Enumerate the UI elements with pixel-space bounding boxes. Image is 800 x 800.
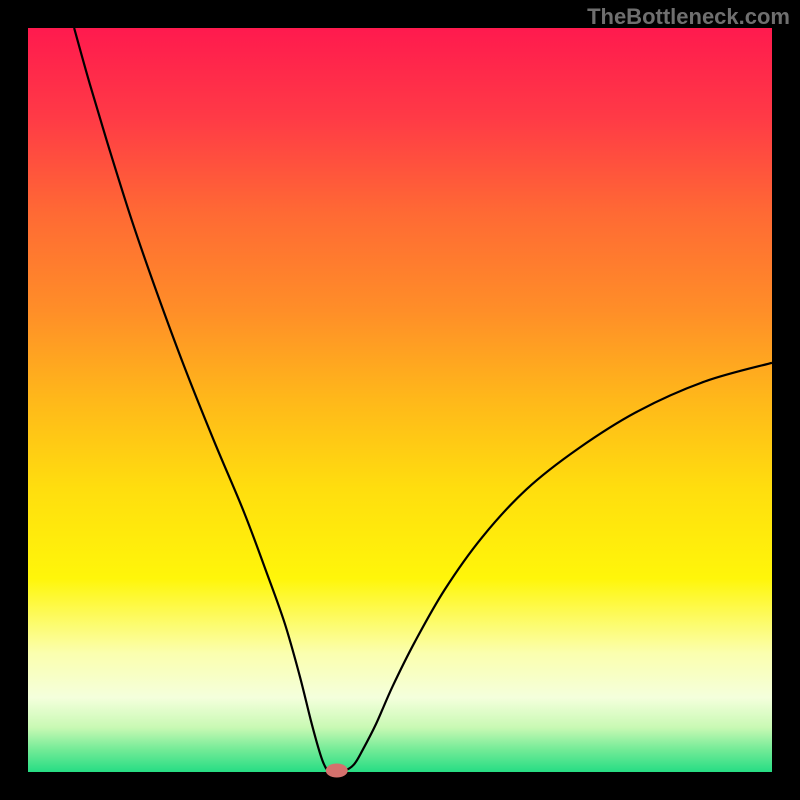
optimum-marker: [326, 764, 348, 778]
watermark-text: TheBottleneck.com: [587, 4, 790, 30]
bottleneck-chart: [0, 0, 800, 800]
chart-container: TheBottleneck.com: [0, 0, 800, 800]
